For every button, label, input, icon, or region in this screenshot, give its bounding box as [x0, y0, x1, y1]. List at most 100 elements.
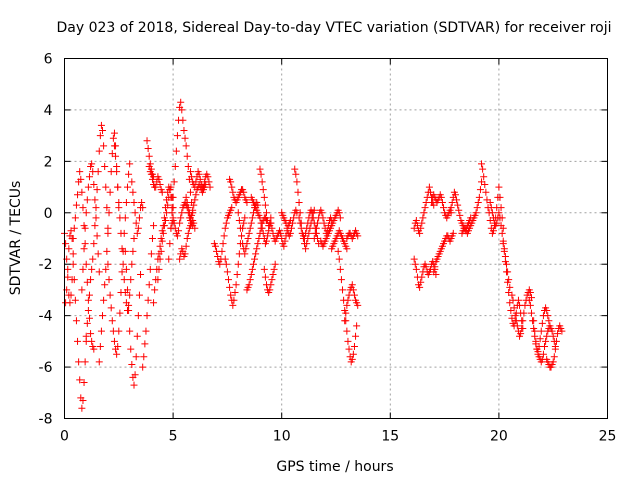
data-point [102, 183, 110, 191]
data-point [238, 232, 246, 240]
data-point [509, 296, 517, 304]
data-point [180, 127, 188, 134]
data-point [496, 214, 504, 222]
data-point [145, 152, 153, 160]
data-point [227, 291, 235, 299]
data-point [500, 247, 508, 255]
data-point [258, 178, 266, 186]
data-point [75, 358, 83, 366]
data-point [421, 204, 429, 212]
data-point [158, 237, 166, 245]
data-point [258, 224, 266, 232]
data-point [89, 255, 97, 263]
data-point [251, 255, 259, 263]
data-point [304, 219, 312, 227]
data-point [227, 178, 235, 186]
data-point [115, 327, 123, 335]
data-point [472, 209, 480, 217]
data-point [127, 345, 135, 353]
data-point [337, 276, 345, 284]
data-point [175, 227, 183, 235]
data-point [146, 265, 154, 273]
data-point [220, 232, 228, 240]
data-point [291, 165, 299, 173]
data-point [117, 229, 125, 237]
data-point [287, 224, 295, 232]
data-point [219, 240, 227, 248]
data-point [84, 183, 92, 191]
data-point [231, 289, 239, 296]
data-point [145, 281, 153, 289]
data-point [544, 312, 552, 320]
data-point [110, 337, 118, 345]
data-point [126, 291, 134, 299]
data-point [150, 222, 158, 230]
data-point [69, 235, 77, 242]
data-point [135, 291, 143, 299]
data-point [103, 204, 111, 212]
data-point [256, 214, 264, 222]
data-point [267, 219, 275, 227]
data-point [223, 268, 231, 276]
data-point [526, 301, 534, 309]
data-point [140, 353, 148, 361]
data-point [107, 304, 115, 312]
data-point [156, 255, 164, 263]
data-point [221, 224, 229, 232]
data-point [267, 281, 275, 289]
series-trace-ar [458, 178, 486, 237]
data-point [243, 199, 251, 206]
y-tick-label: -8 [39, 412, 53, 428]
data-point [167, 183, 175, 191]
data-point [343, 327, 351, 335]
data-point [480, 173, 488, 181]
data-point [236, 224, 244, 232]
data-point [94, 250, 102, 258]
data-point [270, 265, 278, 273]
data-point [245, 281, 253, 289]
data-point [130, 381, 138, 389]
data-point [170, 178, 178, 186]
data-point [247, 219, 255, 227]
data-point [259, 186, 267, 194]
series-trace-al [343, 227, 362, 242]
data-point [165, 255, 173, 263]
data-point [350, 343, 358, 350]
data-point [530, 317, 538, 325]
series-trace-ak [341, 281, 362, 325]
data-point [455, 206, 463, 214]
data-point [269, 271, 277, 278]
data-point [280, 242, 288, 250]
data-point [262, 209, 270, 217]
data-point [128, 178, 136, 186]
data-point [121, 247, 129, 255]
data-point [345, 345, 353, 353]
data-point [422, 263, 430, 271]
data-point [537, 327, 545, 335]
data-point [183, 235, 191, 242]
data-point [261, 273, 269, 281]
data-point [235, 217, 243, 224]
data-point [195, 170, 203, 178]
series-trace-g [104, 160, 134, 358]
data-point [447, 204, 455, 212]
data-point [150, 299, 158, 307]
data-point [349, 350, 357, 358]
data-point [550, 353, 558, 361]
data-point [76, 376, 84, 384]
data-point [531, 327, 539, 335]
data-point [503, 268, 511, 276]
data-point [120, 276, 128, 284]
data-point [419, 214, 427, 222]
data-point [508, 291, 516, 299]
data-point [352, 332, 360, 340]
series-trace-a [61, 229, 90, 412]
data-point [281, 237, 289, 245]
data-point [211, 242, 219, 250]
data-point [108, 317, 116, 325]
data-point [143, 312, 151, 320]
data-point [554, 330, 562, 338]
data-point [161, 217, 169, 224]
x-axis-label: GPS time / hours [276, 459, 393, 475]
